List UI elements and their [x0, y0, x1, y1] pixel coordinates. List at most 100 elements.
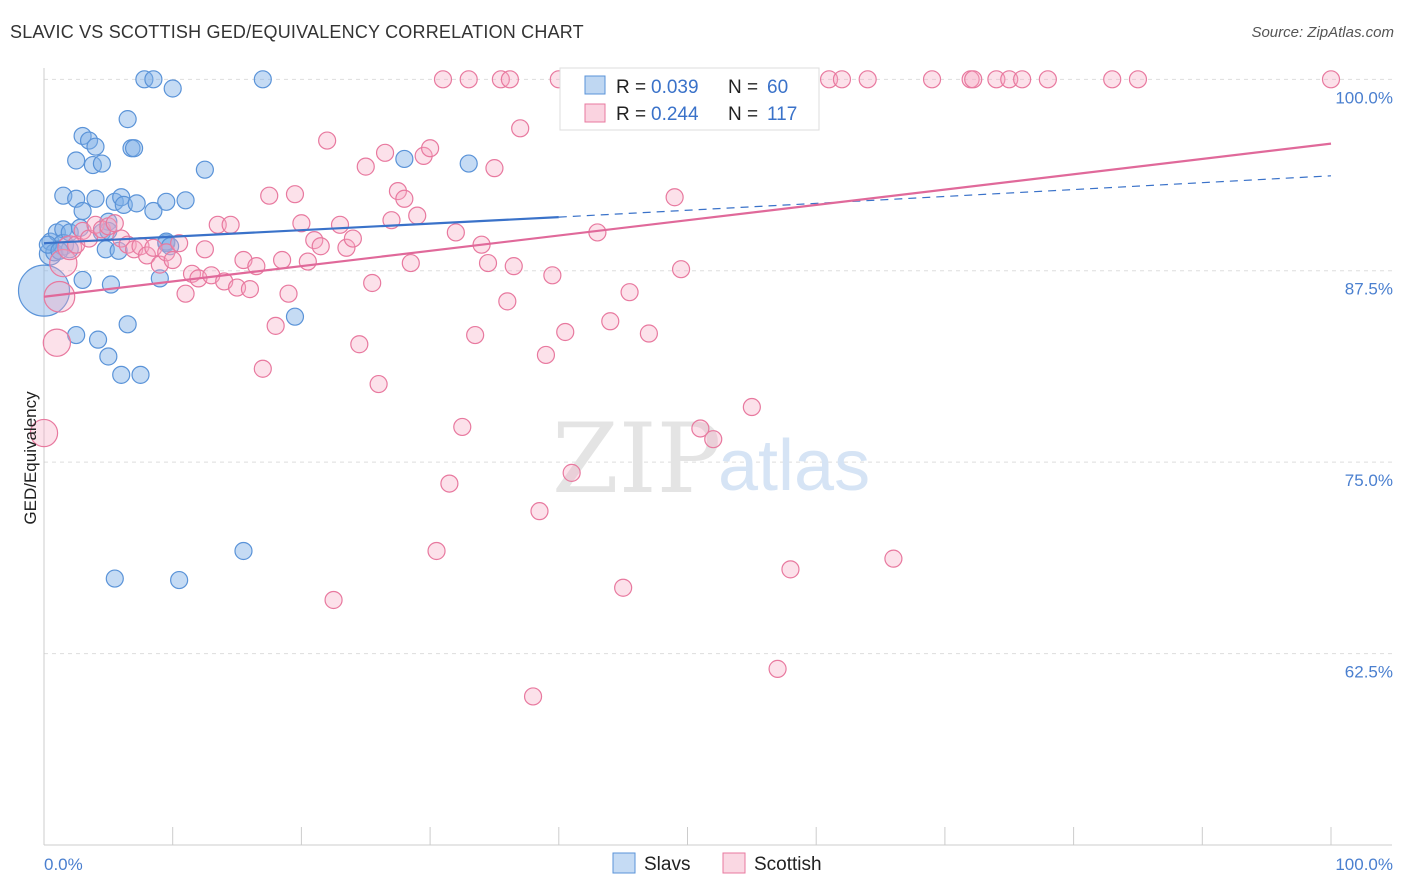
scottish-point-86	[620, 283, 639, 302]
y-tick-label-3: 62.5%	[1345, 663, 1393, 682]
scottish-point-0	[29, 418, 59, 448]
scottish-point-64	[446, 223, 465, 242]
series-slavs	[17, 70, 478, 590]
scottish-point-46	[330, 215, 350, 234]
scottish-point-111	[1128, 70, 1148, 89]
legend-swatch-slavs	[584, 75, 606, 95]
scottish-point-65	[453, 417, 472, 437]
legend-r-value-slavs: 0.039	[651, 77, 699, 98]
scottish-point-107	[1000, 70, 1019, 89]
legend-n-value-scottish: 117	[767, 104, 797, 125]
axes	[43, 68, 1392, 846]
scottish-point-48	[343, 229, 362, 248]
chart-title: SLAVIC VS SCOTTISH GED/EQUIVALENCY CORRE…	[10, 22, 584, 42]
slavs-point-0	[17, 264, 71, 317]
slavs-point-54	[285, 307, 305, 326]
legend-r-label-slavs: R =	[616, 77, 646, 98]
scottish-point-3	[49, 248, 78, 278]
y-axis-label: GED/Equivalency	[21, 391, 40, 525]
slavs-point-50	[176, 191, 195, 210]
scottish-point-44	[318, 131, 337, 150]
scottish-point-91	[671, 260, 691, 279]
watermark: ZIP atlas	[552, 403, 870, 515]
slavs-point-13	[73, 270, 92, 290]
slavs-point-31	[112, 365, 131, 384]
scottish-point-45	[324, 590, 343, 610]
scottish-point-53	[375, 143, 395, 162]
source-credit: Source: ZipAtlas.com	[1251, 24, 1394, 41]
slavs-point-41	[144, 70, 163, 89]
scottish-point-37	[272, 250, 292, 270]
slavs-point-49	[170, 570, 189, 590]
scottish-point-38	[279, 284, 298, 303]
scottish-point-110	[1103, 70, 1122, 89]
scottish-point-25	[195, 240, 214, 259]
scottish-point-35	[260, 186, 279, 205]
watermark-zip: ZIP	[552, 403, 721, 515]
slavs-point-19	[86, 189, 105, 208]
scottish-point-75	[523, 687, 543, 706]
tick-labels: 100.0% 87.5% 75.0% 62.5% 0.0% 100.0%	[44, 88, 1393, 874]
data-points	[17, 70, 1341, 706]
scottish-point-21	[170, 234, 189, 253]
slavs-point-37	[124, 139, 144, 158]
scottish-point-69	[478, 253, 498, 273]
y-tick-label-1: 87.5%	[1345, 280, 1393, 299]
scottish-trend-solid	[43, 142, 1332, 298]
scottish-point-11	[105, 214, 124, 233]
slavs-point-51	[195, 160, 214, 179]
slavs-point-48	[163, 79, 182, 98]
legend-n-label-slavs: N =	[728, 77, 758, 98]
slavs-point-21	[92, 154, 112, 173]
scottish-point-72	[498, 292, 517, 311]
scottish-point-102	[884, 549, 903, 568]
slavs-point-38	[127, 194, 146, 213]
legend-r-value-scottish: 0.244	[651, 104, 699, 125]
slavs-point-52	[234, 541, 253, 561]
scottish-point-57	[401, 253, 420, 273]
scottish-point-88	[639, 324, 658, 343]
slavs-point-57	[38, 235, 57, 254]
x-tick-label-1: 100.0%	[1335, 855, 1393, 874]
scottish-point-85	[614, 578, 633, 597]
scottish-point-103	[922, 70, 942, 89]
legend-swatch-scottish	[584, 103, 606, 123]
scottish-point-52	[369, 374, 388, 394]
scottish-point-36	[266, 316, 285, 335]
scottish-point-58	[408, 206, 427, 225]
series-scottish	[29, 70, 1341, 706]
scottish-point-112	[1321, 70, 1341, 89]
slavs-trend-solid	[43, 216, 559, 245]
scottish-point-60	[421, 139, 440, 158]
slavs-point-39	[131, 365, 150, 384]
scottish-point-61	[427, 541, 446, 561]
grid-lines	[44, 78, 1392, 655]
bottom-swatch-slavs	[612, 852, 636, 874]
slavs-point-11	[67, 151, 86, 170]
scottish-point-78	[543, 266, 562, 285]
slavs-point-35	[118, 110, 137, 129]
slavs-point-15	[73, 126, 92, 146]
scottish-point-113	[500, 70, 519, 89]
legend-r-label-scottish: R =	[616, 104, 646, 125]
scottish-point-1	[42, 328, 72, 357]
series-legend: Slavs Scottish	[612, 852, 822, 875]
scottish-point-70	[485, 159, 504, 178]
stats-legend: R = 0.039 N = 60 R = 0.244 N = 117	[559, 67, 820, 131]
slavs-point-20	[88, 330, 108, 349]
scottish-point-22	[176, 284, 195, 303]
scottish-point-81	[562, 463, 581, 482]
watermark-atlas: atlas	[718, 426, 870, 506]
scottish-point-94	[704, 430, 723, 449]
scottish-point-96	[742, 397, 761, 417]
bottom-legend-slavs: Slavs	[644, 854, 690, 875]
scottish-point-76	[530, 502, 549, 521]
slavs-point-34	[118, 315, 137, 334]
bottom-swatch-scottish	[722, 852, 746, 874]
scottish-point-90	[665, 188, 684, 207]
scottish-point-34	[253, 359, 272, 378]
slavs-point-26	[99, 347, 118, 366]
scottish-point-67	[466, 325, 485, 345]
bottom-legend-scottish: Scottish	[754, 854, 822, 875]
